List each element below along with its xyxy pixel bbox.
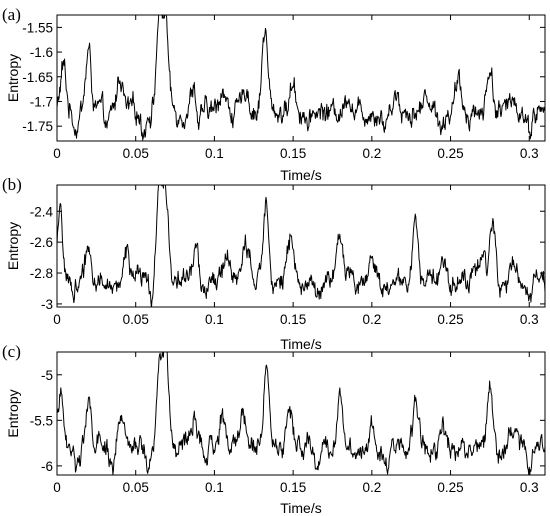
x-axis-title: Time/s bbox=[280, 500, 321, 516]
x-tick-label: 0.1 bbox=[205, 312, 224, 327]
x-tick-label: 0.3 bbox=[520, 480, 539, 495]
x-tick-label: 0.25 bbox=[437, 312, 463, 327]
y-tick-label: -2.8 bbox=[30, 266, 53, 281]
panel-b: 0 0.05 0.1 0.15 0.2 0.25 0.3 -2.4 -2.6 -2.8 -3 Time… bbox=[2, 175, 546, 352]
x-tick-label: 0.3 bbox=[520, 312, 539, 327]
entropy-series-line bbox=[57, 15, 545, 141]
panel-label: (b) bbox=[2, 175, 22, 194]
x-tick-label: 0.2 bbox=[362, 480, 381, 495]
entropy-series-line bbox=[57, 185, 545, 307]
x-tick-label: 0.05 bbox=[123, 146, 149, 161]
y-axis-title: Entropy bbox=[5, 222, 21, 270]
x-tick-label: 0.15 bbox=[280, 146, 306, 161]
x-tick-label: 0 bbox=[53, 312, 61, 327]
entropy-series-line bbox=[57, 352, 545, 475]
x-tick-label: 0.1 bbox=[205, 480, 224, 495]
x-tick-label: 0.1 bbox=[205, 146, 224, 161]
x-tick-label: 0.3 bbox=[520, 146, 539, 161]
y-tick-label: -3 bbox=[41, 297, 53, 312]
x-axis-title: Time/s bbox=[280, 336, 321, 352]
x-tick-label: 0.25 bbox=[437, 146, 463, 161]
panel-c: 0 0.05 0.1 0.15 0.2 0.25 0.3 -5 -5.5 -6 Time/s Entr… bbox=[2, 342, 546, 516]
y-tick-label: -6 bbox=[41, 459, 53, 474]
x-axis-title: Time/s bbox=[280, 167, 321, 183]
x-tick-label: 0.05 bbox=[123, 312, 149, 327]
y-axis-title: Entropy bbox=[5, 54, 21, 102]
y-tick-label: -5 bbox=[41, 368, 53, 383]
panel-a: 0 0.05 0.1 0.15 0.2 0.25 0.3 -1.55 -1.6 -1.65 -1.7… bbox=[2, 5, 546, 183]
y-tick-label: -2.6 bbox=[30, 235, 53, 250]
x-tick-label: 0 bbox=[53, 146, 61, 161]
x-tick-label: 0.15 bbox=[280, 480, 306, 495]
y-tick-label: -1.55 bbox=[22, 20, 53, 35]
y-tick-label: -1.7 bbox=[30, 94, 53, 109]
x-tick-label: 0.05 bbox=[123, 480, 149, 495]
y-tick-label: -5.5 bbox=[30, 413, 53, 428]
panel-label: (c) bbox=[2, 342, 21, 361]
panel-label: (a) bbox=[2, 5, 21, 24]
plot-frame bbox=[56, 184, 546, 308]
y-tick-label: -1.75 bbox=[22, 119, 53, 134]
x-tick-label: 0.15 bbox=[280, 312, 306, 327]
plot-frame bbox=[56, 14, 546, 142]
x-tick-label: 0.25 bbox=[437, 480, 463, 495]
y-axis-title: Entropy bbox=[5, 389, 21, 437]
y-tick-label: -2.4 bbox=[30, 204, 54, 219]
y-tick-label: -1.6 bbox=[30, 45, 53, 60]
x-tick-label: 0 bbox=[53, 480, 61, 495]
x-tick-label: 0.2 bbox=[362, 312, 381, 327]
y-tick-label: -1.65 bbox=[22, 70, 53, 85]
plot-frame bbox=[56, 351, 546, 476]
x-tick-label: 0.2 bbox=[362, 146, 381, 161]
